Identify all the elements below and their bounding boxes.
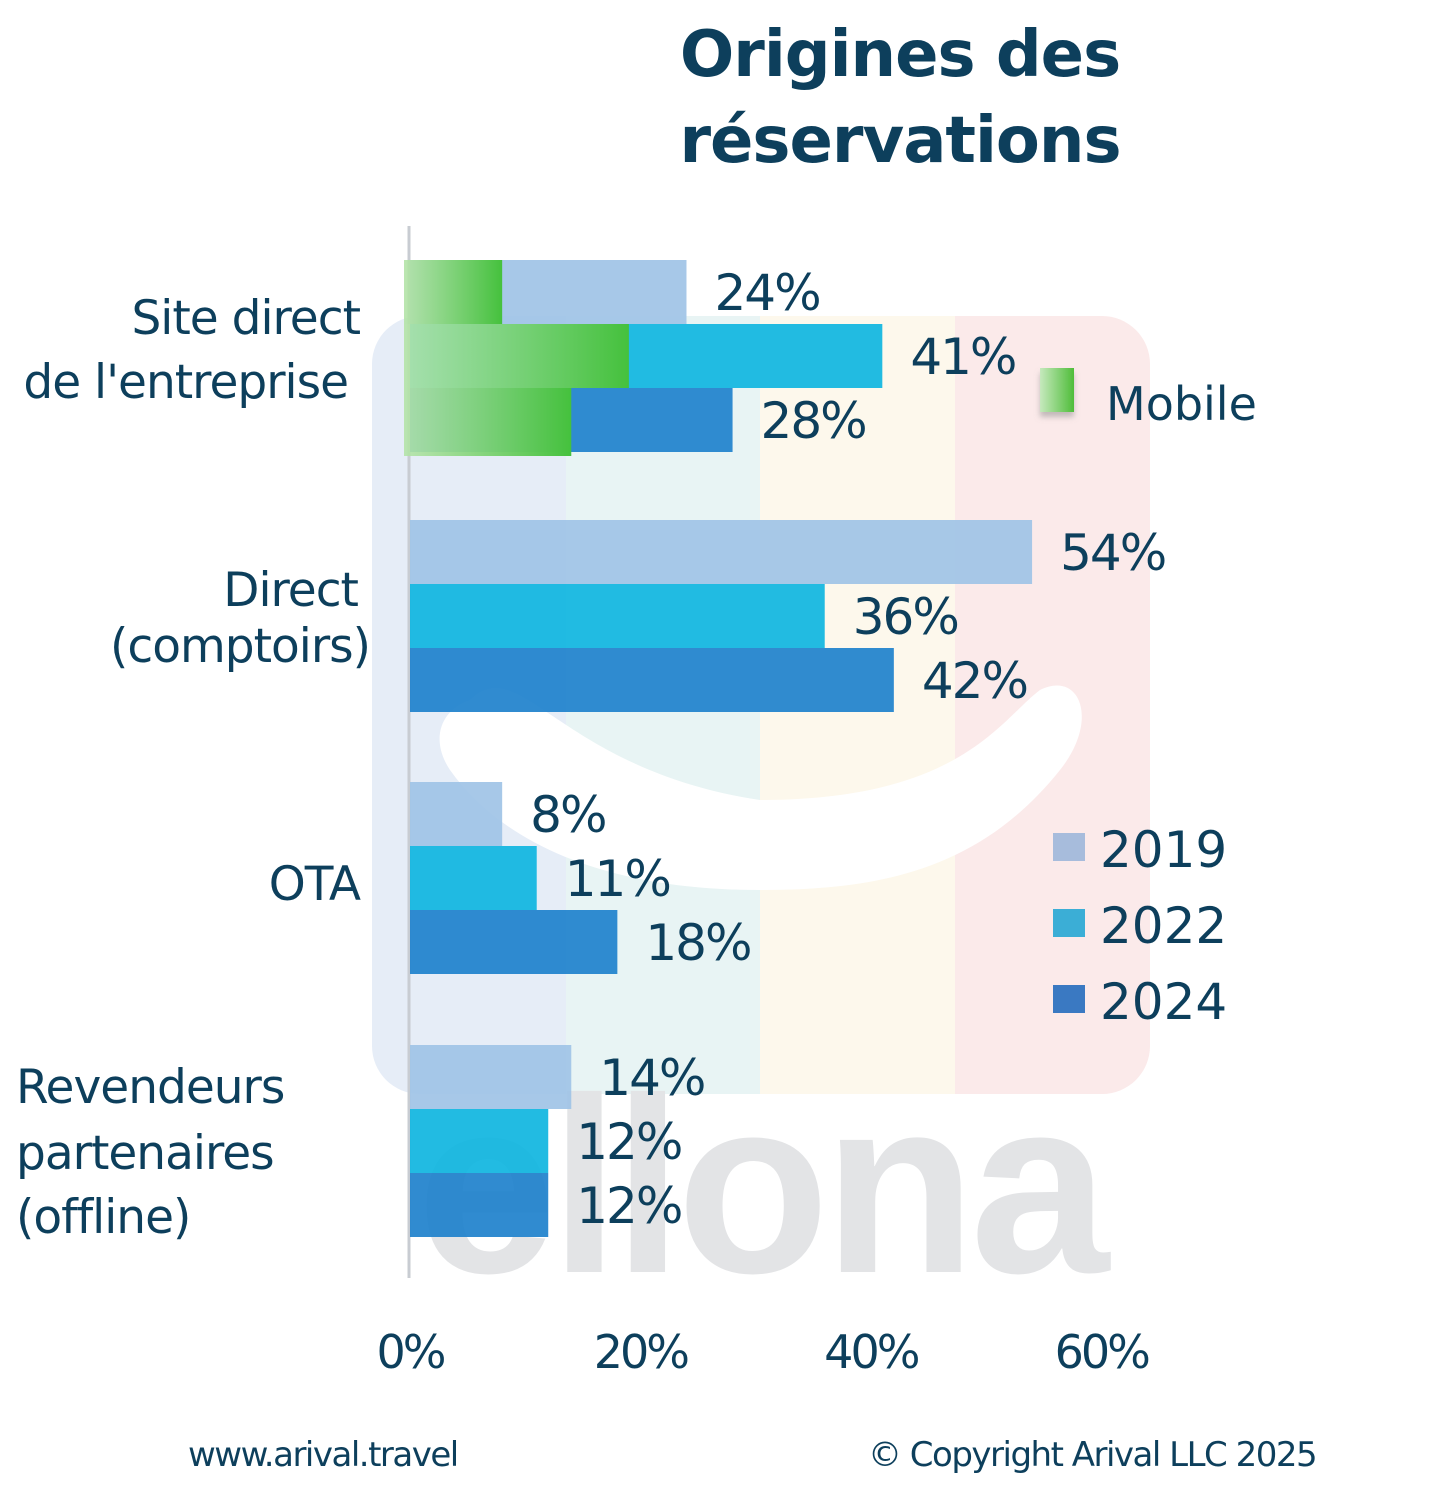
value-label-2019: 24% — [714, 264, 819, 322]
mobile-overlay-layer — [404, 260, 629, 456]
legend-swatch-2019 — [1053, 833, 1085, 861]
category-label: Direct — [223, 563, 358, 618]
chart-title-line-1: Origines des — [679, 18, 1121, 92]
value-label-2019: 8% — [530, 786, 605, 844]
chart-title-line-2: réservations — [679, 104, 1121, 178]
category-label: (comptoirs) — [110, 619, 370, 674]
value-label-2024: 28% — [761, 392, 866, 450]
category-label: OTA — [269, 857, 361, 912]
watermark-smile — [439, 685, 1082, 890]
legend-swatch-2022 — [1053, 909, 1085, 937]
value-label-2019: 54% — [1060, 524, 1165, 582]
legend-label-2024: 2024 — [1100, 973, 1227, 1031]
value-label-2022: 41% — [910, 328, 1015, 386]
legend-label-2019: 2019 — [1100, 821, 1227, 879]
legend-swatch-2024 — [1053, 985, 1085, 1013]
value-label-2024: 42% — [922, 652, 1027, 710]
mobile-bar-2024 — [404, 388, 572, 456]
value-label-2024: 12% — [576, 1177, 681, 1235]
x-tick-label: 60% — [1055, 1325, 1150, 1379]
bar-2019 — [410, 520, 1033, 584]
value-label-2022: 11% — [565, 850, 670, 908]
legend: Mobile 2019 2022 2024 — [1040, 368, 1257, 1031]
chart-title: Origines des réservations — [600, 12, 1200, 184]
bar-2024 — [410, 1173, 549, 1237]
bar-2022 — [410, 1109, 549, 1173]
copyright-text: © Copyright Arival LLC 2025 — [868, 1435, 1318, 1475]
value-label-2022: 12% — [576, 1113, 681, 1171]
value-label-2019: 14% — [599, 1049, 704, 1107]
category-label: (offline) — [16, 1190, 190, 1245]
x-tick-label: 0% — [377, 1325, 445, 1379]
legend-mobile-label: Mobile — [1106, 377, 1257, 431]
bar-2022 — [410, 584, 825, 648]
legend-mobile-swatch — [1040, 368, 1074, 412]
bar-2019 — [410, 782, 503, 846]
category-label: de l'entreprise — [23, 355, 348, 410]
x-axis-ticks: 0% 20% 40% 60% — [377, 1325, 1153, 1379]
website-link[interactable]: www.arival.travel — [188, 1435, 459, 1475]
value-label-2024: 18% — [645, 914, 750, 972]
mobile-bar-2022 — [404, 324, 629, 388]
x-tick-label: 40% — [824, 1325, 919, 1379]
bar-2019 — [410, 1045, 572, 1109]
mobile-bar-2019 — [404, 260, 503, 324]
value-labels-layer: 24% 54% 8% 14% 41% 36% 11% 12% 28% 42% 18% 12% — [530, 264, 1167, 1235]
category-labels-layer: Site direct de l'entreprise Direct(comptoi… — [16, 291, 371, 1245]
x-tick-label: 20% — [594, 1325, 689, 1379]
bar-2024 — [410, 648, 894, 712]
category-label: Revendeurs — [16, 1060, 284, 1115]
bar-2024 — [410, 910, 618, 974]
legend-label-2022: 2022 — [1100, 897, 1227, 955]
category-label: partenaires — [16, 1126, 274, 1181]
category-label: Site direct — [131, 291, 360, 346]
bar-2022 — [410, 846, 537, 910]
value-label-2022: 36% — [853, 588, 958, 646]
